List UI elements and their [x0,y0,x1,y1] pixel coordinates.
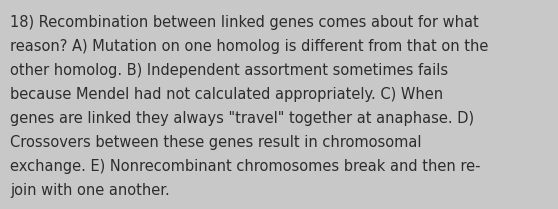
Text: Crossovers between these genes result in chromosomal: Crossovers between these genes result in… [10,135,421,150]
Text: exchange. E) Nonrecombinant chromosomes break and then re-: exchange. E) Nonrecombinant chromosomes … [10,159,480,174]
Text: reason? A) Mutation on one homolog is different from that on the: reason? A) Mutation on one homolog is di… [10,39,488,54]
Text: join with one another.: join with one another. [10,183,170,198]
Text: genes are linked they always "travel" together at anaphase. D): genes are linked they always "travel" to… [10,111,474,126]
Text: other homolog. B) Independent assortment sometimes fails: other homolog. B) Independent assortment… [10,63,448,78]
Text: because Mendel had not calculated appropriately. C) When: because Mendel had not calculated approp… [10,87,443,102]
Text: 18) Recombination between linked genes comes about for what: 18) Recombination between linked genes c… [10,15,479,30]
